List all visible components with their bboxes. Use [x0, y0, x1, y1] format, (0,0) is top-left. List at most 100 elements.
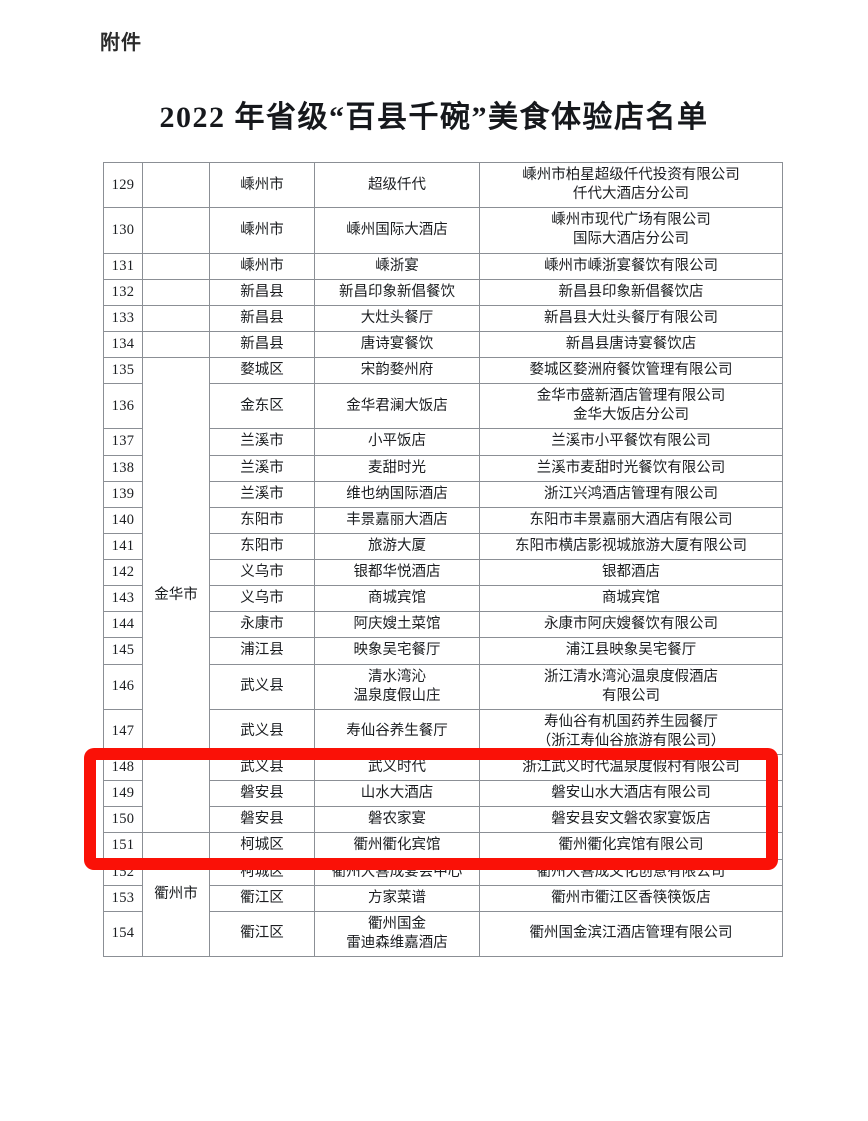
row-number: 149	[103, 780, 143, 808]
row-number: 132	[103, 278, 143, 306]
shop-name-cell: 丰景嘉丽大酒店	[314, 506, 480, 534]
corporate-name-cell: 衢州国金滨江酒店管理有限公司	[479, 910, 783, 958]
county-cell: 东阳市	[209, 532, 315, 561]
corporate-name-cell: 银都酒店	[479, 558, 783, 587]
row-number: 143	[103, 585, 143, 613]
county-cell: 衢江区	[209, 910, 315, 958]
row-number: 134	[103, 330, 143, 359]
county-cell: 磐安县	[209, 780, 315, 808]
corporate-name-cell: 金华市盛新酒店管理有限公司 金华大饭店分公司	[479, 383, 783, 430]
row-number: 142	[103, 558, 143, 587]
corporate-name-cell: 嵊州市嵊浙宴餐饮有限公司	[479, 252, 783, 280]
corporate-name-cell: 新昌县大灶头餐厅有限公司	[479, 304, 783, 332]
county-cell: 兰溪市	[209, 480, 315, 508]
row-number: 135	[103, 356, 143, 385]
county-cell: 衢江区	[209, 884, 315, 912]
shop-name-cell: 宋韵婺州府	[314, 356, 480, 385]
county-cell: 婺城区	[209, 356, 315, 385]
shop-name-cell: 寿仙谷养生餐厅	[314, 708, 480, 756]
city-cell	[142, 330, 210, 359]
shop-name-cell: 唐诗宴餐饮	[314, 330, 480, 359]
shop-name-cell: 旅游大厦	[314, 532, 480, 561]
shop-name-cell: 银都华悦酒店	[314, 558, 480, 587]
corporate-name-cell: 新昌县印象新倡餐饮店	[479, 278, 783, 306]
table-row: 131 嵊州市 嵊浙宴 嵊州市嵊浙宴餐饮有限公司	[103, 252, 783, 280]
table-row: 147 武义县 寿仙谷养生餐厅 寿仙谷有机国药养生园餐厅 （浙江寿仙谷旅游有限公司）	[103, 708, 783, 756]
county-cell: 兰溪市	[209, 454, 315, 482]
table-row: 146 武义县 清水湾沁 温泉度假山庄 浙江清水湾沁温泉度假酒店 有限公司	[103, 663, 783, 710]
attachment-label: 附件	[100, 32, 142, 54]
corporate-name-cell: 磐安山水大酒店有限公司	[479, 780, 783, 808]
shop-name-cell: 衢州国金 雷迪森维嘉酒店	[314, 910, 480, 958]
shop-list-table: 129 嵊州市 超级仟代 嵊州市柏星超级仟代投资有限公司 仟代大酒店分公司 130 嵊州市嵊…	[103, 161, 783, 958]
shop-name-cell: 武义时代	[314, 753, 480, 782]
shop-name-cell: 山水大酒店	[314, 780, 480, 808]
shop-name-cell: 商城宾馆	[314, 585, 480, 613]
county-cell: 新昌县	[209, 278, 315, 306]
table-row: 130 嵊州市 嵊州国际大酒店 嵊州市现代广场有限公司 国际大酒店分公司	[103, 207, 783, 254]
corporate-name-cell: 商城宾馆	[479, 585, 783, 613]
county-cell: 嵊州市	[209, 252, 315, 280]
corporate-name-cell: 兰溪市麦甜时光餐饮有限公司	[479, 454, 783, 482]
corporate-name-cell: 磐安县安文磐农家宴饭店	[479, 806, 783, 834]
corporate-name-cell: 衢州衢化宾馆有限公司	[479, 832, 783, 860]
county-cell: 武义县	[209, 753, 315, 782]
county-cell: 永康市	[209, 611, 315, 639]
shop-name-cell: 磐农家宴	[314, 806, 480, 834]
county-cell: 嵊州市	[209, 207, 315, 254]
county-cell: 浦江县	[209, 637, 315, 665]
city-cell	[142, 207, 210, 254]
city-cell: 金华市	[142, 356, 210, 834]
row-number: 129	[103, 161, 143, 209]
shop-name-cell: 衢州大喜成宴会中心	[314, 858, 480, 886]
corporate-name-cell: 嵊州市柏星超级仟代投资有限公司 仟代大酒店分公司	[479, 161, 783, 209]
table-row: 129 嵊州市 超级仟代 嵊州市柏星超级仟代投资有限公司 仟代大酒店分公司	[103, 161, 783, 209]
county-cell: 东阳市	[209, 506, 315, 534]
county-cell: 柯城区	[209, 832, 315, 860]
shop-list-table-wrapper: 129 嵊州市 超级仟代 嵊州市柏星超级仟代投资有限公司 仟代大酒店分公司 130 嵊州市嵊…	[103, 161, 783, 958]
shop-name-cell: 超级仟代	[314, 161, 480, 209]
table-row: 137 兰溪市 小平饭店 兰溪市小平餐饮有限公司	[103, 428, 783, 456]
shop-name-cell: 嵊浙宴	[314, 252, 480, 280]
shop-name-cell: 映象吴宅餐厅	[314, 637, 480, 665]
county-cell: 嵊州市	[209, 161, 315, 209]
corporate-name-cell: 衢州市衢江区香筷筷饭店	[479, 884, 783, 912]
row-number: 139	[103, 480, 143, 508]
table-row: 150 磐安县 磐农家宴 磐安县安文磐农家宴饭店	[103, 806, 783, 834]
corporate-name-cell: 嵊州市现代广场有限公司 国际大酒店分公司	[479, 207, 783, 254]
corporate-name-cell: 东阳市横店影视城旅游大厦有限公司	[479, 532, 783, 561]
corporate-name-cell: 东阳市丰景嘉丽大酒店有限公司	[479, 506, 783, 534]
row-number: 153	[103, 884, 143, 912]
city-cell: 衢州市	[142, 832, 210, 957]
table-row: 135 金华市 婺城区 宋韵婺州府 婺城区婺洲府餐饮管理有限公司	[103, 356, 783, 834]
shop-name-cell: 嵊州国际大酒店	[314, 207, 480, 254]
shop-name-cell: 新昌印象新倡餐饮	[314, 278, 480, 306]
row-number: 131	[103, 252, 143, 280]
corporate-name-cell: 永康市阿庆嫂餐饮有限公司	[479, 611, 783, 639]
table-row: 140 东阳市 丰景嘉丽大酒店 东阳市丰景嘉丽大酒店有限公司	[103, 506, 783, 534]
shop-name-cell: 金华君澜大饭店	[314, 383, 480, 430]
row-number: 130	[103, 207, 143, 254]
table-row: 132 新昌县 新昌印象新倡餐饮 新昌县印象新倡餐饮店	[103, 278, 783, 306]
table-row: 144 永康市 阿庆嫂土菜馆 永康市阿庆嫂餐饮有限公司	[103, 611, 783, 639]
shop-name-cell: 小平饭店	[314, 428, 480, 456]
shop-name-cell: 衢州衢化宾馆	[314, 832, 480, 860]
county-cell: 义乌市	[209, 558, 315, 587]
corporate-name-cell: 婺城区婺洲府餐饮管理有限公司	[479, 356, 783, 385]
county-cell: 新昌县	[209, 304, 315, 332]
city-cell	[142, 278, 210, 306]
row-number: 144	[103, 611, 143, 639]
row-number: 136	[103, 383, 143, 430]
shop-name-cell: 方家菜谱	[314, 884, 480, 912]
county-cell: 金东区	[209, 383, 315, 430]
table-row: 151 衢州市 柯城区 衢州衢化宾馆 衢州衢化宾馆有限公司	[103, 832, 783, 957]
shop-name-cell: 麦甜时光	[314, 454, 480, 482]
row-number: 137	[103, 428, 143, 456]
table-row: 133 新昌县 大灶头餐厅 新昌县大灶头餐厅有限公司	[103, 304, 783, 332]
county-cell: 武义县	[209, 663, 315, 710]
row-number: 138	[103, 454, 143, 482]
city-cell	[142, 304, 210, 332]
row-number: 133	[103, 304, 143, 332]
row-number: 152	[103, 858, 143, 886]
